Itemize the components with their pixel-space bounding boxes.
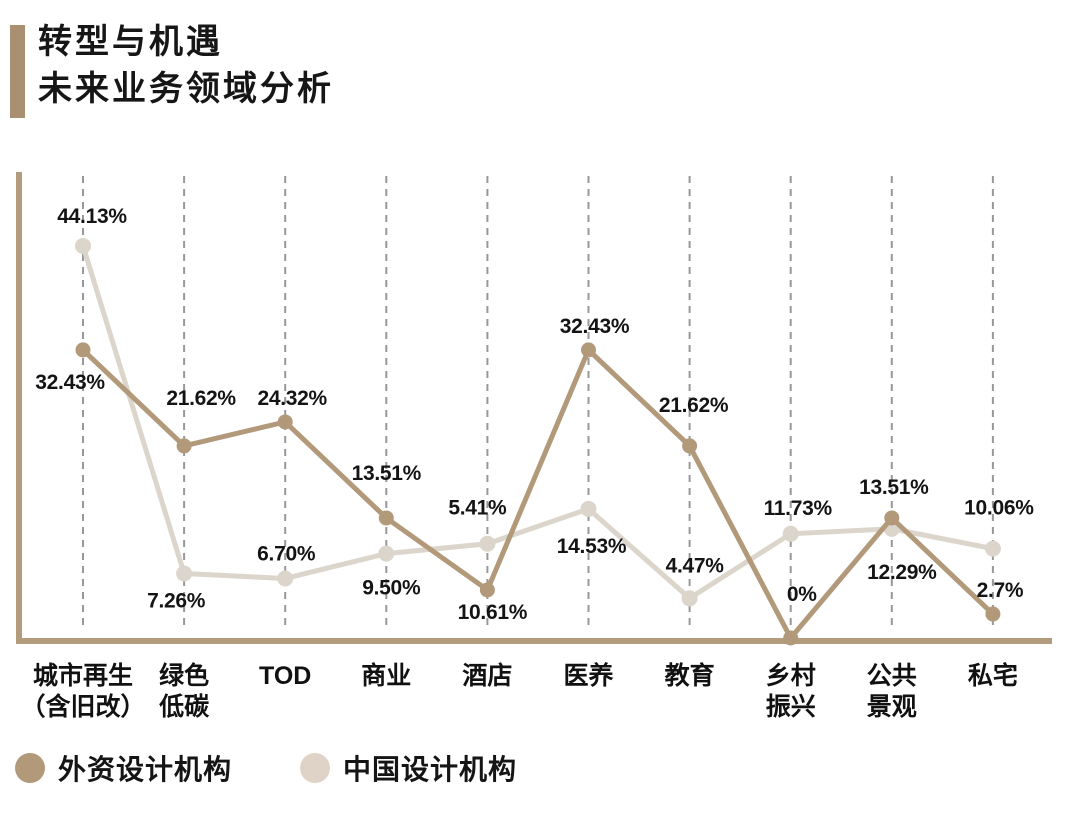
series-china-point — [782, 525, 799, 542]
series-foreign-point — [985, 606, 1001, 622]
data-point-label: 32.43% — [560, 315, 630, 338]
data-point-label: 5.41% — [448, 497, 507, 520]
x-axis-label: 乡村振兴 — [766, 662, 816, 721]
data-point-label: 21.62% — [659, 394, 729, 417]
legend-label-foreign: 外资设计机构 — [58, 754, 233, 785]
series-china-point — [681, 590, 698, 607]
series-china-point — [479, 535, 496, 552]
series-china-point — [378, 545, 395, 562]
series-foreign-point — [682, 438, 698, 454]
x-axis-label: 酒店 — [462, 662, 512, 690]
data-point-label: 10.61% — [458, 601, 528, 624]
x-axis-label: 教育 — [665, 661, 715, 690]
series-china-point — [580, 500, 597, 517]
series-foreign-point — [479, 582, 495, 598]
data-point-label: 14.53% — [557, 535, 627, 558]
series-foreign-point — [581, 342, 596, 358]
series-foreign-point — [176, 438, 192, 454]
data-point-label: 13.51% — [859, 476, 929, 499]
data-point-label: 10.06% — [964, 497, 1034, 520]
series-china-point — [176, 565, 193, 582]
data-point-label: 32.43% — [35, 371, 105, 394]
series-foreign-point — [378, 510, 394, 526]
series-china-point — [984, 540, 1001, 557]
series-foreign-point — [783, 630, 799, 646]
data-point-label: 2.7% — [977, 579, 1024, 602]
x-axis-label: 城市再生（含旧改） — [20, 661, 145, 721]
data-point-label: 44.13% — [57, 205, 127, 228]
series-foreign-point — [884, 510, 900, 526]
legend-label-china: 中国设计机构 — [343, 754, 518, 785]
series-china-point — [75, 237, 91, 254]
series-foreign-line — [81, 345, 995, 643]
series-china-line — [80, 245, 994, 602]
page-title-line1: 转型与机遇 — [38, 23, 223, 61]
x-axis-label: 医养 — [563, 661, 613, 690]
chart-legend: 外资设计机构 中国设计机构 — [15, 748, 517, 788]
data-point-label: 9.50% — [362, 577, 421, 600]
x-axis-label: TOD — [259, 662, 311, 690]
series-china-point — [277, 570, 294, 587]
data-point-label: 11.73% — [764, 497, 833, 520]
x-axis-label: 公共景观 — [867, 662, 917, 721]
x-axis-label: 私宅 — [968, 661, 1018, 690]
series-foreign-point — [75, 342, 91, 358]
legend-swatch-foreign-icon — [15, 753, 45, 783]
title-block: 转型与机遇 未来业务领域分析 — [10, 23, 334, 118]
data-point-label: 12.29% — [867, 561, 937, 584]
data-point-label: 13.51% — [352, 462, 422, 485]
data-point-label: 6.70% — [257, 542, 316, 565]
legend-item-china: 中国设计机构 — [300, 748, 517, 788]
data-point-label: 7.26% — [147, 590, 206, 613]
data-point-label: 24.32% — [257, 387, 327, 410]
data-point-label: 4.47% — [666, 554, 725, 577]
data-point-label: 0% — [787, 583, 817, 606]
legend-item-foreign: 外资设计机构 — [15, 748, 232, 788]
x-axis-label: 绿色低碳 — [158, 661, 210, 721]
page-title-line2: 未来业务领域分析 — [38, 70, 334, 108]
x-axis-label: 商业 — [361, 661, 411, 690]
legend-swatch-china-icon — [300, 753, 331, 783]
data-point-label: 21.62% — [166, 387, 236, 410]
series-foreign-point — [277, 414, 293, 430]
page-title: 转型与机遇 未来业务领域分析 — [38, 19, 334, 118]
title-accent-bar — [10, 25, 25, 118]
